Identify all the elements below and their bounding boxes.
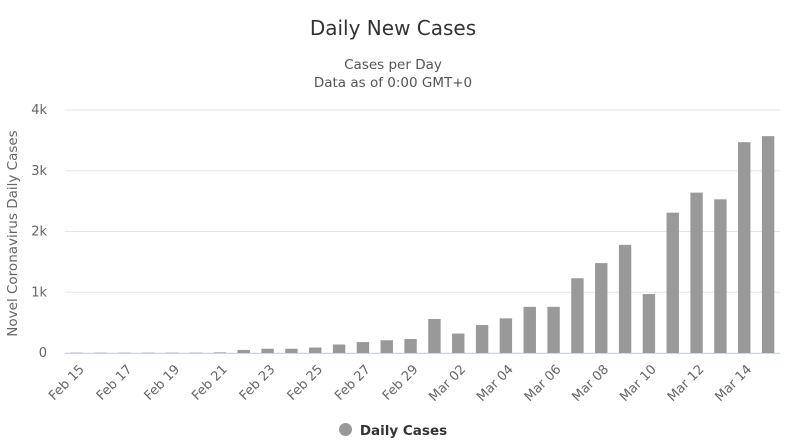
x-tick-label: Feb 23 [237,362,279,404]
bar [380,340,393,353]
legend-marker-daily-cases [338,423,352,436]
legend[interactable]: Daily Cases [0,423,786,439]
bar [690,192,703,353]
bar [213,352,227,353]
x-tick-label: Feb 19 [142,362,184,404]
x-tick-label: Mar 08 [570,362,613,405]
bar [356,342,370,353]
bar [714,199,727,353]
bar [618,244,632,353]
x-tick-label: Feb 21 [189,362,231,404]
bar [475,325,489,353]
x-tick-label: Feb 27 [332,362,374,404]
bar [571,278,584,353]
bar [309,347,322,353]
bar [452,333,465,353]
y-axis-title: Novel Coronavirus Daily Cases [5,130,21,336]
y-tick-label: 1k [31,285,47,300]
x-tick-label: Feb 29 [380,362,422,404]
chart-subtitle: Cases per Day [344,57,442,73]
bar [547,306,560,353]
y-tick-label: 0 [39,346,47,361]
x-tick-label: Mar 02 [427,362,470,405]
x-tick-label: Mar 06 [522,362,565,405]
bar [428,318,441,353]
bar [595,263,608,353]
bar [332,344,346,353]
x-tick-label: Feb 15 [46,362,88,404]
x-tick-label: Mar 14 [713,362,756,405]
bar [761,136,775,353]
chart-data-date: Data as of 0:00 GMT+0 [313,75,473,91]
bar [523,306,536,353]
chart-title: Daily New Cases [309,16,477,40]
legend-label-daily-cases: Daily Cases [359,423,448,439]
bar [666,212,679,353]
bar [237,349,250,353]
x-tick-label: Mar 12 [665,362,708,405]
bar [642,294,656,353]
y-tick-label: 3k [31,164,47,179]
y-tick-label: 2k [31,225,47,240]
x-tick-label: Mar 10 [617,362,660,405]
x-tick-label: Feb 17 [94,362,136,404]
bar [499,318,513,353]
x-tick-label: Feb 25 [285,362,327,404]
y-tick-label: 4k [31,103,47,118]
bar [738,142,751,353]
bar [285,348,298,353]
bar [404,339,417,353]
bar [261,348,274,353]
x-tick-label: Mar 04 [474,362,517,405]
